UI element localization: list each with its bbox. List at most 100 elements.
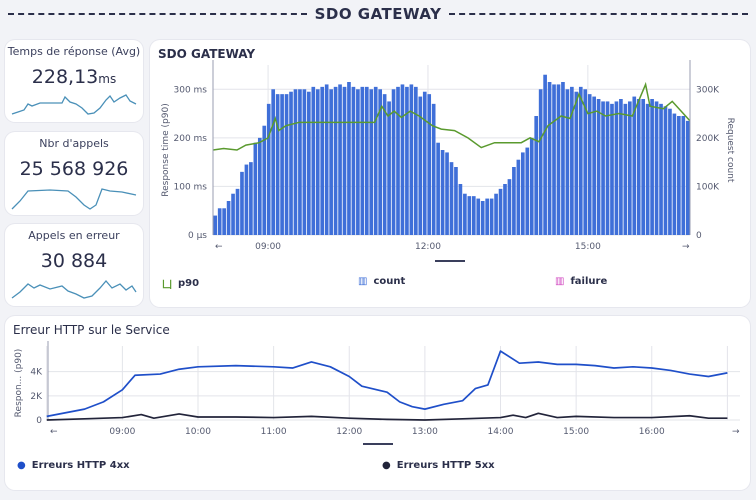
count-bar (659, 103, 663, 235)
count-bar (253, 142, 258, 235)
count-bar (485, 198, 489, 235)
count-bar (668, 108, 672, 235)
count-bar (592, 96, 596, 235)
scroll-left-icon: ← (50, 427, 58, 437)
count-bar (681, 116, 686, 235)
count-bar (467, 196, 472, 235)
count-bar (445, 152, 449, 235)
chart-title: Erreur HTTP sur le Service (13, 323, 170, 337)
scroll-right-icon: → (682, 242, 690, 252)
count-bar (677, 116, 681, 235)
count-bar (525, 147, 530, 235)
count-bar (293, 89, 298, 236)
kpi-title: Appels en erreur (28, 229, 120, 242)
divider (8, 13, 307, 15)
chart-title: SDO GATEWAY (158, 47, 256, 61)
sparkline (11, 188, 137, 210)
sdo-gateway-chart[interactable]: 0 µs 0 100 ms 100K 200 ms 200K 300 ms 300K 09:00… (150, 40, 750, 270)
count-bar (650, 99, 654, 235)
5xx-line (46, 412, 728, 421)
count-bar (636, 99, 641, 235)
count-bar (489, 198, 494, 235)
count-bar (596, 99, 601, 235)
y-tick-label: 4K (30, 368, 43, 378)
divider (449, 13, 748, 15)
x-tick-label: 12:00 (336, 427, 362, 437)
dashboard-header: SDO GATEWAY (0, 3, 756, 25)
count-bar (333, 86, 338, 235)
count-bar (244, 164, 249, 235)
count-bar (645, 103, 650, 235)
count-bar (231, 193, 235, 235)
count-bar (307, 91, 311, 235)
sparkline (11, 280, 137, 299)
count-bar (378, 89, 383, 236)
count-bar (249, 162, 253, 235)
count-bar (561, 82, 565, 235)
count-bar (454, 167, 458, 235)
count-bar (565, 89, 570, 236)
count-bar (552, 84, 556, 235)
http-errors-chart-card: Erreur HTTP sur le Service 0 2K 4K 09:00 10:… (5, 316, 750, 490)
x-tick-label: 11:00 (261, 427, 287, 437)
y-axis-label: Respon... (p90) (14, 349, 24, 418)
count-bar (654, 101, 659, 235)
count-bar (284, 94, 289, 235)
count-bar (347, 82, 351, 235)
count-bar (369, 89, 374, 236)
count-bar (431, 103, 436, 235)
count-bar (458, 184, 463, 235)
legend-4xx[interactable]: ● Erreurs HTTP 4xx (17, 460, 130, 471)
count-bar (315, 89, 320, 236)
count-bar (320, 86, 325, 235)
count-bar (471, 196, 476, 235)
count-bar (222, 208, 226, 235)
kpi-error-calls[interactable]: Appels en erreur 30 884 (5, 224, 143, 306)
count-bar (663, 106, 668, 236)
count-bar (587, 94, 592, 235)
legend-count[interactable]: ▥ count (358, 276, 405, 287)
legend-p90[interactable]: ⼐ p90 (162, 276, 199, 291)
count-bar (538, 89, 543, 236)
count-bar (507, 179, 512, 235)
x-tick-label: 15:00 (575, 242, 601, 252)
p90-line (212, 81, 691, 151)
count-bar (400, 84, 405, 235)
count-bar (583, 89, 588, 236)
count-bar (382, 94, 387, 235)
kpi-value: 30 884 (40, 250, 108, 272)
count-bar (520, 152, 525, 235)
legend-failure[interactable]: ▥ failure (555, 276, 607, 287)
kpi-value: 228,13ms (5, 66, 143, 88)
legend-5xx[interactable]: ● Erreurs HTTP 5xx (382, 460, 495, 471)
count-bar (329, 89, 333, 236)
x-tick-label: 09:00 (255, 242, 281, 252)
count-bar (266, 103, 271, 235)
count-bar (672, 113, 677, 235)
count-bar (405, 86, 409, 235)
bar-chart-icon: ▥ (358, 276, 368, 287)
scroll-left-icon: ← (215, 242, 223, 252)
kpi-response-time[interactable]: Temps de réponse (Avg) 228,13ms (5, 40, 143, 122)
4xx-line (46, 350, 728, 418)
sparkline (11, 94, 137, 115)
count-bar (240, 171, 244, 235)
y-tick-label: 100 ms (174, 182, 208, 192)
count-bar (449, 162, 454, 235)
count-bar (342, 86, 347, 235)
count-bar (578, 86, 583, 235)
count-bar (632, 96, 637, 235)
http-errors-chart[interactable]: 0 2K 4K 09:00 10:00 11:00 12:00 13:00 14:00 15:00… (5, 316, 750, 456)
count-bar (570, 86, 574, 235)
count-bar (235, 188, 240, 235)
count-bar (373, 86, 378, 235)
count-bar (217, 208, 222, 235)
count-bar (360, 86, 365, 235)
count-bar (627, 101, 632, 235)
kpi-number: 228,13 (31, 66, 99, 88)
x-tick-label: 12:00 (415, 242, 441, 252)
kpi-call-count[interactable]: Nbr d'appels 25 568 926 (5, 132, 143, 215)
scroll-right-icon: → (732, 427, 740, 437)
count-bar (262, 125, 267, 235)
count-bar (605, 101, 610, 235)
